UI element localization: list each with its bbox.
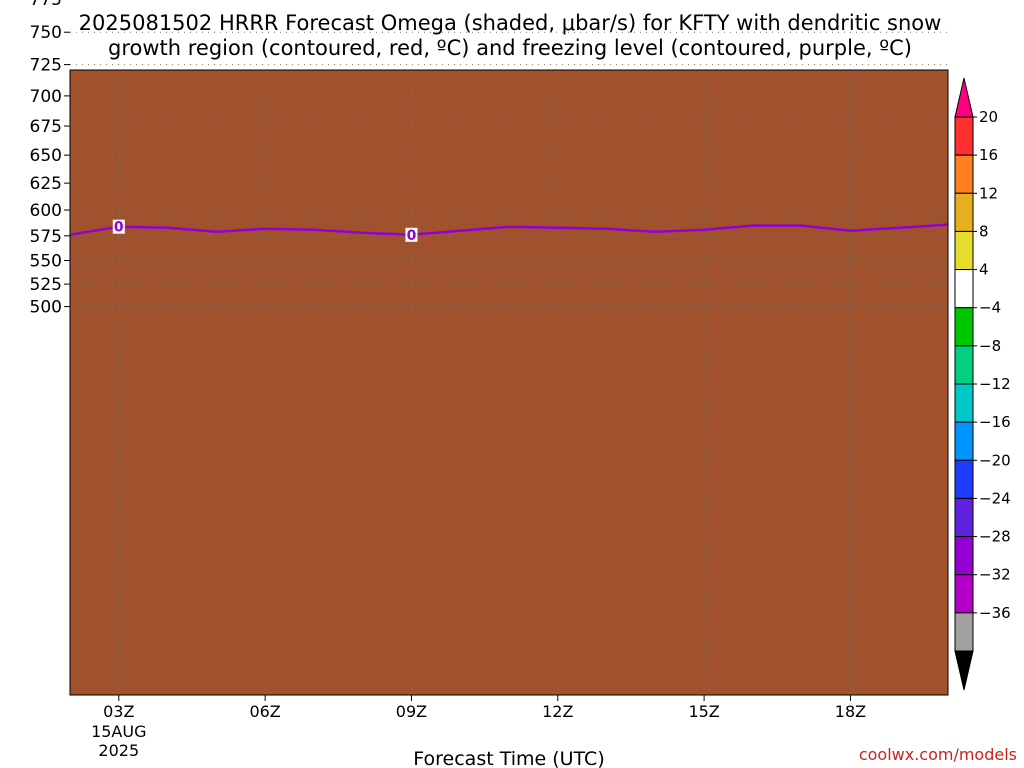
freezing-level-label: 0 [407, 228, 417, 244]
y-axis: 5005255505756006256506757007257507758008… [30, 0, 70, 318]
colorbar-box [954, 230, 974, 271]
omega-shading [70, 70, 948, 695]
colorbar-bottom-arrow [954, 650, 974, 691]
colorbar-label: 12 [979, 184, 998, 202]
colorbar-label: −28 [979, 528, 1011, 546]
y-tick-label: 525 [30, 275, 62, 295]
y-tick-label: 550 [30, 252, 62, 272]
colorbar-box [954, 421, 974, 461]
plot-area: 00 [69, 31, 949, 696]
colorbar-box [954, 574, 974, 614]
colorbar-label: 20 [979, 108, 998, 126]
y-tick-label: 625 [30, 174, 62, 194]
colorbar-label: −16 [979, 413, 1011, 431]
colorbar-box [954, 192, 974, 232]
colorbar-label: −24 [979, 489, 1011, 507]
colorbar-box [954, 459, 974, 499]
colorbar-box [954, 154, 974, 194]
x-tick-label: 12Z [542, 702, 573, 721]
y-tick-label: 575 [30, 227, 62, 247]
site-credit: coolwx.com/models [859, 745, 1017, 764]
colorbar-label: −8 [979, 337, 1001, 355]
y-tick-label: 650 [30, 146, 62, 166]
freezing-label-bg [112, 219, 125, 234]
x-tick-label: 09Z [396, 702, 427, 721]
x-tick-label: 06Z [249, 702, 280, 721]
colorbar-label: 4 [979, 261, 989, 279]
colorbar-box [954, 269, 974, 309]
x-tick-sublabel: 2025 [98, 741, 139, 760]
colorbar-box [954, 612, 974, 652]
y-tick-label: 600 [30, 201, 62, 221]
colorbar-box [954, 307, 974, 347]
y-tick-label: 700 [30, 87, 62, 107]
colorbar-label: −32 [979, 566, 1011, 584]
y-tick-label: 750 [30, 23, 62, 43]
colorbar-label: −12 [979, 375, 1011, 393]
x-tick-label: 18Z [835, 702, 866, 721]
freezing-label-bg [405, 227, 418, 242]
ground-terrain [70, 70, 948, 695]
colorbar-label: 8 [979, 222, 989, 240]
y-tick-label: 500 [30, 298, 62, 318]
x-tick-sublabel: 15AUG [91, 722, 146, 741]
y-tick-label: 725 [30, 56, 62, 76]
colorbar-label: −4 [979, 299, 1001, 317]
chart-title-line-2: growth region (contoured, red, ºC) and f… [108, 36, 912, 60]
freezing-level-label: 0 [114, 220, 124, 236]
colorbar-box [954, 497, 974, 538]
x-tick-label: 03Z [103, 702, 134, 721]
freezing-level-line [70, 223, 948, 237]
colorbar-label: −36 [979, 604, 1011, 622]
colorbar-box [954, 536, 974, 576]
colorbar-label: −20 [979, 451, 1011, 469]
colorbar: 20 16 12 8 4 −4 −8 −12 −16 −20 −24 −28 −32 −36 [954, 77, 1011, 691]
grid [70, 31, 948, 695]
x-tick-label: 15Z [688, 702, 719, 721]
y-tick-label: 675 [30, 117, 62, 137]
colorbar-top-arrow [954, 77, 974, 118]
chart-title-line-1: 2025081502 HRRR Forecast Omega (shaded, … [79, 11, 942, 35]
colorbar-box [954, 383, 974, 423]
colorbar-box [954, 345, 974, 385]
colorbar-box [954, 116, 974, 156]
y-tick-label: 775 [30, 0, 62, 10]
freezing-level-contour: 00 [70, 219, 948, 244]
x-axis-label: Forecast Time (UTC) [413, 748, 604, 768]
colorbar-label: 16 [979, 146, 998, 164]
plot-frame [69, 69, 949, 696]
